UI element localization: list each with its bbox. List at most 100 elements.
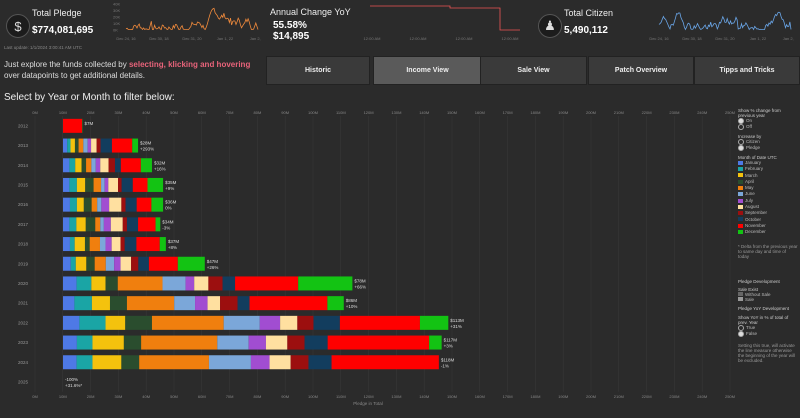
legend-item-may[interactable]: May xyxy=(738,185,798,191)
legend-item-january[interactable]: January xyxy=(738,160,798,166)
pledge-bar-chart[interactable]: 0M 0M 10M 10M 20M 20M 30M 30M 40M 40M 50M 50M 60M 60M… xyxy=(0,108,735,416)
sale-with[interactable]: Sale xyxy=(738,297,798,302)
year-label[interactable]: 2013 xyxy=(18,143,29,148)
bar-segment-september[interactable] xyxy=(131,256,139,271)
bar-segment-august[interactable] xyxy=(100,158,109,173)
bar-segment-may[interactable] xyxy=(95,217,101,232)
year-label[interactable]: 2019 xyxy=(18,261,29,266)
bar-segment-july[interactable] xyxy=(248,335,266,350)
bar-segment-august[interactable] xyxy=(269,355,291,370)
bar-segment-march[interactable] xyxy=(92,355,122,370)
bar-segment-february[interactable] xyxy=(69,237,75,252)
bar-segment-december[interactable] xyxy=(151,197,164,212)
bar-segment-december[interactable] xyxy=(147,177,164,192)
bar-segment-january[interactable] xyxy=(63,158,70,173)
bar-segment-may[interactable] xyxy=(141,335,218,350)
bar-segment-may[interactable] xyxy=(94,256,106,271)
bar-segment-july[interactable] xyxy=(259,315,281,330)
year-label[interactable]: 2017 xyxy=(18,222,29,227)
radio-icon[interactable] xyxy=(738,145,744,151)
nav-historic[interactable]: Historic xyxy=(266,56,370,85)
bar-segment-february[interactable] xyxy=(74,296,92,311)
bar-segment-december[interactable] xyxy=(298,276,353,291)
bar-segment-april[interactable] xyxy=(105,276,118,291)
year-label[interactable]: 2016 xyxy=(18,202,29,207)
bar-segment-september[interactable] xyxy=(287,335,305,350)
bar-segment-july[interactable] xyxy=(101,197,110,212)
bar-segment-july[interactable] xyxy=(95,158,101,173)
legend-item-february[interactable]: February xyxy=(738,166,798,172)
bar-segment-june[interactable] xyxy=(208,355,251,370)
bar-segment-march[interactable] xyxy=(76,177,86,192)
legend-item-june[interactable]: June xyxy=(738,191,798,197)
bar-segment-february[interactable] xyxy=(76,276,92,291)
bar-segment-october[interactable] xyxy=(304,335,328,350)
bar-segment-march[interactable] xyxy=(76,197,84,212)
bar-segment-june[interactable] xyxy=(99,237,106,252)
bar-segment-october[interactable] xyxy=(138,256,149,271)
legend-item-october[interactable]: October xyxy=(738,217,798,223)
yoy-sparkline[interactable]: 12:00 AM 12:00 AM 12:00 AM 12:00 AM xyxy=(360,0,530,42)
bar-segment-august[interactable] xyxy=(207,296,221,311)
bar-segment-june[interactable] xyxy=(91,158,96,173)
year-label[interactable]: 2021 xyxy=(18,301,29,306)
year-label[interactable]: 2020 xyxy=(18,281,29,286)
bar-segment-august[interactable] xyxy=(111,237,121,252)
bar-segment-may[interactable] xyxy=(126,296,175,311)
bar-segment-october[interactable] xyxy=(114,158,121,173)
bar-segment-november[interactable] xyxy=(235,276,299,291)
bar-segment-september[interactable] xyxy=(121,197,126,212)
bar-segment-july[interactable] xyxy=(87,138,92,153)
bar-segment-december[interactable] xyxy=(140,158,152,173)
bar-segment-march[interactable] xyxy=(91,276,106,291)
radio-icon[interactable] xyxy=(738,330,744,337)
bar-segment-april[interactable] xyxy=(83,197,92,212)
bar-segment-january[interactable] xyxy=(63,335,77,350)
bar-segment-march[interactable] xyxy=(75,158,82,173)
bar-segment-may[interactable] xyxy=(93,177,102,192)
bar-segment-april[interactable] xyxy=(123,335,142,350)
bar-segment-june[interactable] xyxy=(83,138,88,153)
bar-segment-november[interactable] xyxy=(120,158,141,173)
legend-item-november[interactable]: November xyxy=(738,223,798,229)
bar-segment-june[interactable] xyxy=(174,296,196,311)
legend-item-july[interactable]: July xyxy=(738,198,798,204)
bar-segment-february[interactable] xyxy=(69,217,77,232)
bar-segment-july[interactable] xyxy=(114,256,121,271)
bar-segment-april[interactable] xyxy=(85,177,94,192)
bar-segment-february[interactable] xyxy=(69,177,77,192)
bar-segment-january[interactable] xyxy=(63,296,75,311)
bar-segment-may[interactable] xyxy=(86,158,92,173)
show-yoy-true[interactable]: True xyxy=(738,324,798,331)
bar-segment-october[interactable] xyxy=(124,237,137,252)
bar-segment-november[interactable] xyxy=(331,355,439,370)
bar-segment-september[interactable] xyxy=(118,177,122,192)
bar-segment-october[interactable] xyxy=(100,138,112,153)
show-change-off[interactable]: Off xyxy=(738,124,798,130)
radio-icon[interactable] xyxy=(738,324,744,331)
bar-segment-june[interactable] xyxy=(217,335,249,350)
bar-segment-september[interactable] xyxy=(108,158,115,173)
bar-segment-november[interactable] xyxy=(136,237,160,252)
bar-segment-december[interactable] xyxy=(429,335,442,350)
bar-segment-august[interactable] xyxy=(265,335,288,350)
bar-segment-october[interactable] xyxy=(121,177,133,192)
nav-income-view[interactable]: Income View xyxy=(373,56,482,85)
bar-segment-october[interactable] xyxy=(308,355,332,370)
bar-segment-march[interactable] xyxy=(105,315,126,330)
legend-item-september[interactable]: September xyxy=(738,210,798,216)
bar-segment-july[interactable] xyxy=(104,177,109,192)
bar-segment-april[interactable] xyxy=(121,355,140,370)
year-label[interactable]: 2014 xyxy=(18,163,29,168)
year-label[interactable]: 2024 xyxy=(18,360,29,365)
bar-segment-october[interactable] xyxy=(126,217,139,232)
bar-segment-december[interactable] xyxy=(419,315,449,330)
bar-segment-february[interactable] xyxy=(69,197,77,212)
year-label[interactable]: 2015 xyxy=(18,182,29,187)
bar-segment-march[interactable] xyxy=(70,138,75,153)
bar-segment-april[interactable] xyxy=(85,217,96,232)
bar-segment-july[interactable] xyxy=(250,355,270,370)
total-citizen-value[interactable]: 5,490,112 xyxy=(564,25,608,36)
show-change-on[interactable]: On xyxy=(738,118,798,124)
